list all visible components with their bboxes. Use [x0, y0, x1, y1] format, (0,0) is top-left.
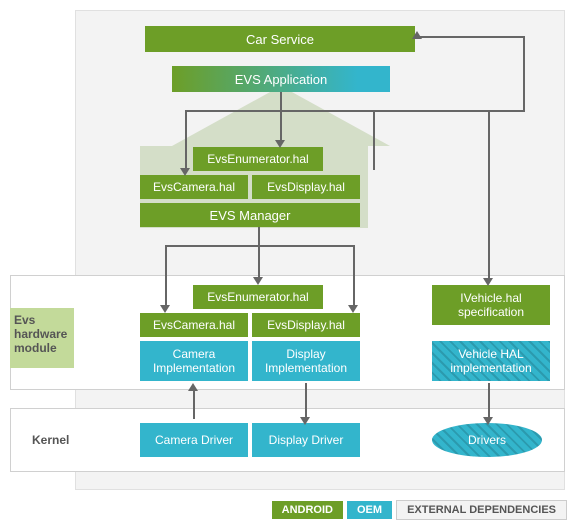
legend: ANDROID OEM EXTERNAL DEPENDENCIES: [268, 500, 567, 520]
arrow: [488, 110, 490, 280]
camera-driver-box: Camera Driver: [140, 423, 248, 457]
arrow: [523, 36, 525, 112]
legend-ext: EXTERNAL DEPENDENCIES: [396, 500, 567, 520]
arrow: [280, 92, 282, 142]
evs-camera-1: EvsCamera.hal: [140, 175, 248, 199]
evs-enumerator-2: EvsEnumerator.hal: [193, 285, 323, 309]
kernel-label: Kernel: [32, 433, 69, 447]
arrow-head: [300, 417, 310, 425]
arrow-head: [180, 168, 190, 176]
arrow: [353, 245, 355, 307]
arrow-head: [483, 417, 493, 425]
arrow: [185, 110, 375, 112]
display-impl-box: Display Implementation: [252, 341, 360, 381]
arrow: [193, 389, 195, 419]
evs-display-2: EvsDisplay.hal: [252, 313, 360, 337]
arrow: [488, 383, 490, 419]
evs-camera-2: EvsCamera.hal: [140, 313, 248, 337]
display-driver-box: Display Driver: [252, 423, 360, 457]
drivers-ellipse: Drivers: [432, 423, 542, 457]
arrow-head: [160, 305, 170, 313]
vehicle-hal-impl-box: Vehicle HAL implementation: [432, 341, 550, 381]
arrow-head: [348, 305, 358, 313]
arrow-head: [483, 278, 493, 286]
evs-application-box: EVS Application: [172, 66, 390, 92]
legend-oem: OEM: [347, 501, 392, 519]
arrow: [165, 245, 355, 247]
arrow: [305, 383, 307, 419]
arrow-head: [253, 277, 263, 285]
arrow: [165, 245, 167, 307]
evs-manager-box: EVS Manager: [140, 203, 360, 227]
arrow: [417, 36, 525, 38]
arrow: [373, 110, 375, 170]
arrow: [373, 110, 523, 112]
arrow-head: [188, 383, 198, 391]
camera-impl-box: Camera Implementation: [140, 341, 248, 381]
arrow: [185, 110, 187, 170]
arrow-head: [275, 140, 285, 148]
ivehicle-spec-box: IVehicle.hal specification: [432, 285, 550, 325]
legend-android: ANDROID: [272, 501, 343, 519]
evs-display-1: EvsDisplay.hal: [252, 175, 360, 199]
evs-enumerator-1: EvsEnumerator.hal: [193, 147, 323, 171]
arrow: [258, 227, 260, 279]
evs-hardware-label: Evs hardware module: [14, 313, 67, 355]
car-service-box: Car Service: [145, 26, 415, 52]
